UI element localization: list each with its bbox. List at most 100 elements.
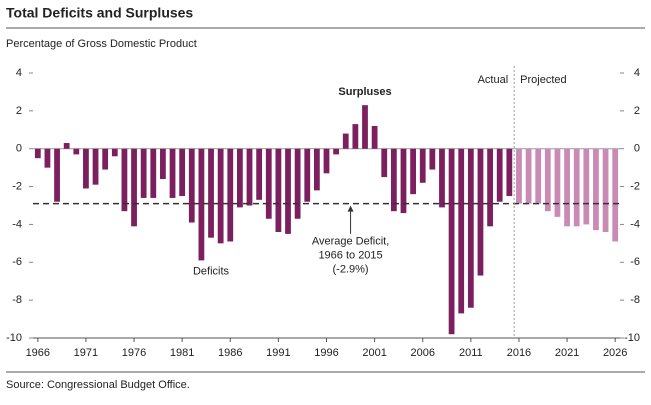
legend-label: Actual <box>478 74 509 86</box>
bar <box>602 148 609 232</box>
bar <box>448 148 455 335</box>
bar <box>544 148 551 212</box>
annotation: 1966 to 2015 <box>318 249 382 261</box>
y2-tick-label: -2 <box>630 180 640 192</box>
y2-tick-label: 2 <box>634 105 640 117</box>
y-tick-label: -8 <box>12 294 22 306</box>
bar <box>381 148 388 178</box>
bar <box>275 148 282 232</box>
bar <box>573 148 580 227</box>
arrow-head <box>347 205 354 212</box>
x-tick-label: 1981 <box>170 347 194 359</box>
bar <box>92 148 99 185</box>
y-tick-label: 4 <box>16 67 22 79</box>
x-tick-label: 1966 <box>26 347 50 359</box>
annotation: Surpluses <box>338 86 391 98</box>
annotation: Average Deficit, <box>312 235 389 247</box>
x-tick-label: 2026 <box>603 347 627 359</box>
bar <box>121 148 128 212</box>
bar <box>506 148 513 197</box>
bar <box>198 148 205 261</box>
bar <box>554 148 561 217</box>
x-tick-label: 1996 <box>314 347 338 359</box>
y-tick-label: 2 <box>16 105 22 117</box>
bar <box>612 148 619 242</box>
subtitle: Percentage of Gross Domestic Product <box>6 38 197 50</box>
bar <box>227 148 234 242</box>
y-tick-label: -6 <box>12 256 22 268</box>
bar <box>487 148 493 227</box>
bar <box>352 124 359 149</box>
bar <box>400 148 407 214</box>
bar <box>294 148 301 219</box>
bar <box>583 148 590 225</box>
bar <box>102 148 109 170</box>
x-tick-label: 2001 <box>362 347 386 359</box>
bar <box>44 148 51 168</box>
y-tick-label: -10 <box>6 332 22 344</box>
bar <box>131 148 137 227</box>
annotation: (-2.9%) <box>333 263 369 275</box>
bar <box>304 148 311 202</box>
bar <box>333 148 340 155</box>
bar <box>111 148 118 157</box>
legend-label: Projected <box>520 74 566 86</box>
y2-tick-label: -10 <box>624 332 640 344</box>
bar <box>419 148 426 183</box>
bar <box>83 148 89 189</box>
bar <box>208 148 214 238</box>
bar <box>439 148 445 208</box>
bar <box>256 148 263 200</box>
x-tick-label: 1971 <box>74 347 98 359</box>
bar <box>323 148 330 174</box>
bar <box>237 148 243 208</box>
bar <box>390 148 397 212</box>
y2-tick-label: -8 <box>630 294 640 306</box>
bar <box>410 148 416 195</box>
y2-tick-label: -6 <box>630 256 640 268</box>
bar <box>467 148 474 308</box>
chart-title: Total Deficits and Surpluses <box>6 5 193 21</box>
x-tick-label: 1986 <box>218 347 242 359</box>
x-tick-label: 2011 <box>459 347 483 359</box>
bar <box>179 148 186 197</box>
bar <box>535 148 542 204</box>
bar <box>217 148 224 244</box>
bar <box>516 148 522 204</box>
x-tick-label: 1991 <box>266 347 290 359</box>
bar <box>371 126 378 149</box>
bar <box>564 148 570 227</box>
y2-tick-label: -4 <box>630 218 640 230</box>
bar <box>140 148 147 198</box>
bar <box>458 148 465 314</box>
bar <box>496 148 503 202</box>
bar <box>525 148 532 204</box>
bar <box>285 148 291 234</box>
bar <box>477 148 484 276</box>
bar <box>265 148 272 219</box>
bar <box>313 148 320 191</box>
bar <box>34 148 41 159</box>
x-tick-label: 1976 <box>122 347 146 359</box>
bar <box>150 148 157 198</box>
y-tick-label: 0 <box>16 143 22 155</box>
y2-tick-label: 0 <box>634 143 640 155</box>
bar <box>188 148 195 223</box>
y2-tick-label: 4 <box>634 67 640 79</box>
bar <box>593 148 599 231</box>
bar <box>54 148 60 202</box>
bar <box>429 148 436 170</box>
x-tick-label: 2021 <box>555 347 579 359</box>
annotation: Deficits <box>193 266 230 278</box>
x-tick-label: 2006 <box>410 347 434 359</box>
y-tick-label: -4 <box>12 218 22 230</box>
bar <box>169 148 176 198</box>
bar <box>362 105 368 149</box>
bar <box>342 133 349 149</box>
y-tick-label: -2 <box>12 180 22 192</box>
bar <box>246 148 253 206</box>
source: Source: Congressional Budget Office. <box>6 379 190 391</box>
bar <box>63 143 70 149</box>
bar <box>160 148 166 179</box>
